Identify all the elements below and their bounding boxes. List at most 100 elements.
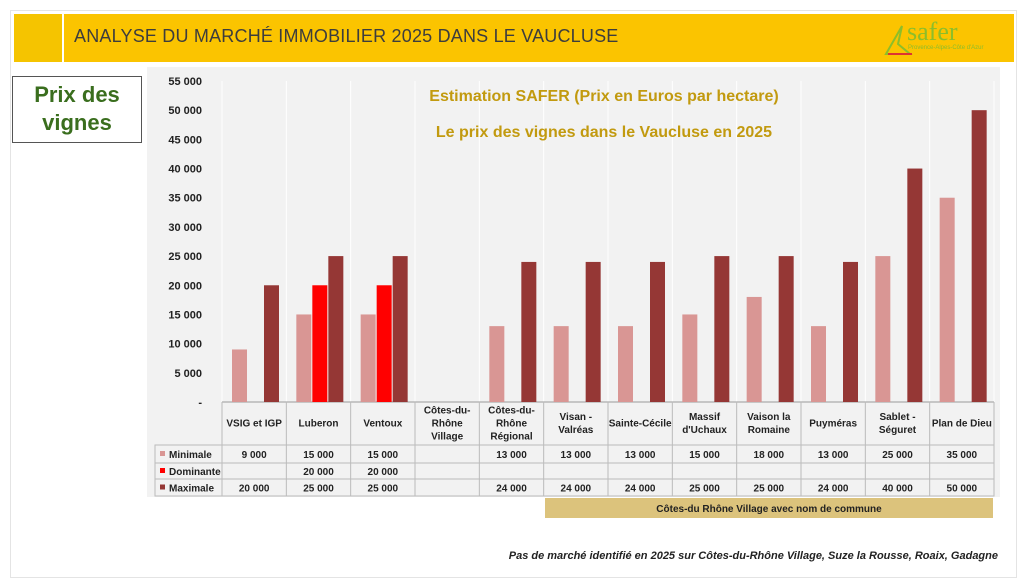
category-label: d'Uchaux bbox=[682, 425, 727, 436]
data-label: 13 000 bbox=[496, 450, 527, 461]
data-label: 25 000 bbox=[368, 484, 399, 495]
header-bar bbox=[64, 14, 1014, 62]
bar-maximale bbox=[392, 256, 408, 402]
y-tick-label: 50 000 bbox=[168, 105, 202, 117]
bar-minimale bbox=[489, 326, 505, 402]
group-annotation: Côtes-du Rhône Village avec nom de commu… bbox=[656, 504, 882, 515]
data-label: 15 000 bbox=[303, 450, 334, 461]
category-label: Massif bbox=[689, 412, 721, 423]
chart-title: Estimation SAFER (Prix en Euros par hect… bbox=[429, 88, 778, 105]
category-label: VSIG et IGP bbox=[226, 419, 282, 430]
y-tick-label: 10 000 bbox=[168, 339, 202, 351]
category-label: Séguret bbox=[879, 425, 917, 436]
category-label: Régional bbox=[490, 432, 532, 443]
bar-maximale bbox=[521, 261, 537, 402]
legend-label: Maximale bbox=[169, 484, 214, 495]
legend-label: Minimale bbox=[169, 450, 212, 461]
safer-logo-icon bbox=[884, 25, 913, 55]
bar-minimale bbox=[811, 326, 826, 402]
bar-maximale bbox=[778, 256, 794, 402]
bar-minimale bbox=[360, 314, 376, 402]
section-label: Prix des vignes bbox=[12, 76, 142, 143]
header-square bbox=[14, 14, 62, 62]
category-label: Sablet - bbox=[879, 412, 915, 423]
y-tick-label: 40 000 bbox=[168, 164, 202, 176]
data-label: 13 000 bbox=[561, 450, 592, 461]
footnote: Pas de marché identifié en 2025 sur Côte… bbox=[508, 550, 998, 562]
data-label: 9 000 bbox=[242, 450, 267, 461]
category-label: Sainte-Cécile bbox=[609, 419, 672, 430]
y-tick-label: 30 000 bbox=[168, 222, 202, 234]
logo-text: safer bbox=[907, 17, 958, 46]
y-tick-label: 20 000 bbox=[168, 280, 202, 292]
category-label: Côtes-du- bbox=[424, 406, 471, 417]
data-label: 35 000 bbox=[947, 450, 978, 461]
data-label: 25 000 bbox=[882, 450, 913, 461]
data-label: 25 000 bbox=[689, 484, 720, 495]
category-label: Romaine bbox=[748, 425, 791, 436]
category-label: Puyméras bbox=[809, 419, 857, 430]
section-label-line2: vignes bbox=[42, 110, 112, 135]
data-label: 24 000 bbox=[625, 484, 656, 495]
bar-maximale bbox=[843, 261, 858, 402]
logo-subtitle: Provence-Alpes-Côte d'Azur bbox=[908, 45, 984, 51]
category-label: Valréas bbox=[558, 425, 593, 436]
bar-maximale bbox=[328, 256, 344, 402]
legend-key-dominante bbox=[160, 468, 165, 473]
y-tick-label: 45 000 bbox=[168, 134, 202, 146]
category-label: Côtes-du- bbox=[488, 406, 535, 417]
category-label: Plan de Dieu bbox=[932, 419, 992, 430]
bar-minimale bbox=[232, 349, 247, 402]
y-tick-label: 25 000 bbox=[168, 251, 202, 263]
data-label: 15 000 bbox=[368, 450, 399, 461]
bar-dominante bbox=[312, 285, 328, 402]
data-label: 15 000 bbox=[689, 450, 720, 461]
bar-dominante bbox=[376, 285, 392, 402]
data-label: 20 000 bbox=[239, 484, 270, 495]
data-label: 20 000 bbox=[303, 467, 334, 478]
data-label: 24 000 bbox=[561, 484, 592, 495]
bar-maximale bbox=[971, 110, 987, 402]
data-label: 24 000 bbox=[818, 484, 849, 495]
category-label: Village bbox=[431, 432, 463, 443]
bar-maximale bbox=[650, 261, 665, 402]
data-label: 25 000 bbox=[754, 484, 785, 495]
category-label: Rhône bbox=[432, 419, 464, 430]
legend-key-minimale bbox=[160, 451, 165, 456]
category-label: Vaison la bbox=[747, 412, 791, 423]
page-title: ANALYSE DU MARCHÉ IMMOBILIER 2025 DANS L… bbox=[74, 26, 619, 46]
legend-label: Dominante bbox=[169, 467, 221, 478]
bar-maximale bbox=[714, 256, 730, 402]
data-label: 13 000 bbox=[818, 450, 849, 461]
category-label: Ventoux bbox=[363, 419, 402, 430]
y-tick-label: - bbox=[198, 397, 202, 409]
bar-minimale bbox=[296, 314, 312, 402]
bar-minimale bbox=[553, 326, 569, 402]
bar-maximale bbox=[907, 168, 923, 402]
chart-subtitle: Le prix des vignes dans le Vaucluse en 2… bbox=[436, 124, 772, 141]
data-label: 40 000 bbox=[882, 484, 913, 495]
section-label-line1: Prix des bbox=[34, 82, 120, 107]
y-tick-label: 15 000 bbox=[168, 309, 202, 321]
y-tick-label: 5 000 bbox=[174, 368, 202, 380]
bar-minimale bbox=[746, 296, 762, 402]
bar-minimale bbox=[682, 314, 698, 402]
bar-minimale bbox=[939, 197, 955, 402]
data-label: 24 000 bbox=[496, 484, 527, 495]
legend-key-maximale bbox=[160, 484, 165, 490]
data-label: 13 000 bbox=[625, 450, 656, 461]
bar-minimale bbox=[875, 256, 891, 402]
data-label: 20 000 bbox=[368, 467, 399, 478]
bar-maximale bbox=[585, 261, 601, 402]
y-tick-label: 55 000 bbox=[168, 76, 202, 88]
data-label: 18 000 bbox=[754, 450, 785, 461]
category-label: Luberon bbox=[299, 419, 339, 430]
category-label: Rhône bbox=[496, 419, 528, 430]
data-label: 25 000 bbox=[303, 484, 334, 495]
group-annotation-banner bbox=[545, 498, 993, 518]
data-label: 50 000 bbox=[947, 484, 978, 495]
bar-maximale bbox=[264, 285, 279, 402]
category-label: Visan - bbox=[560, 412, 593, 423]
y-tick-label: 35 000 bbox=[168, 193, 202, 205]
